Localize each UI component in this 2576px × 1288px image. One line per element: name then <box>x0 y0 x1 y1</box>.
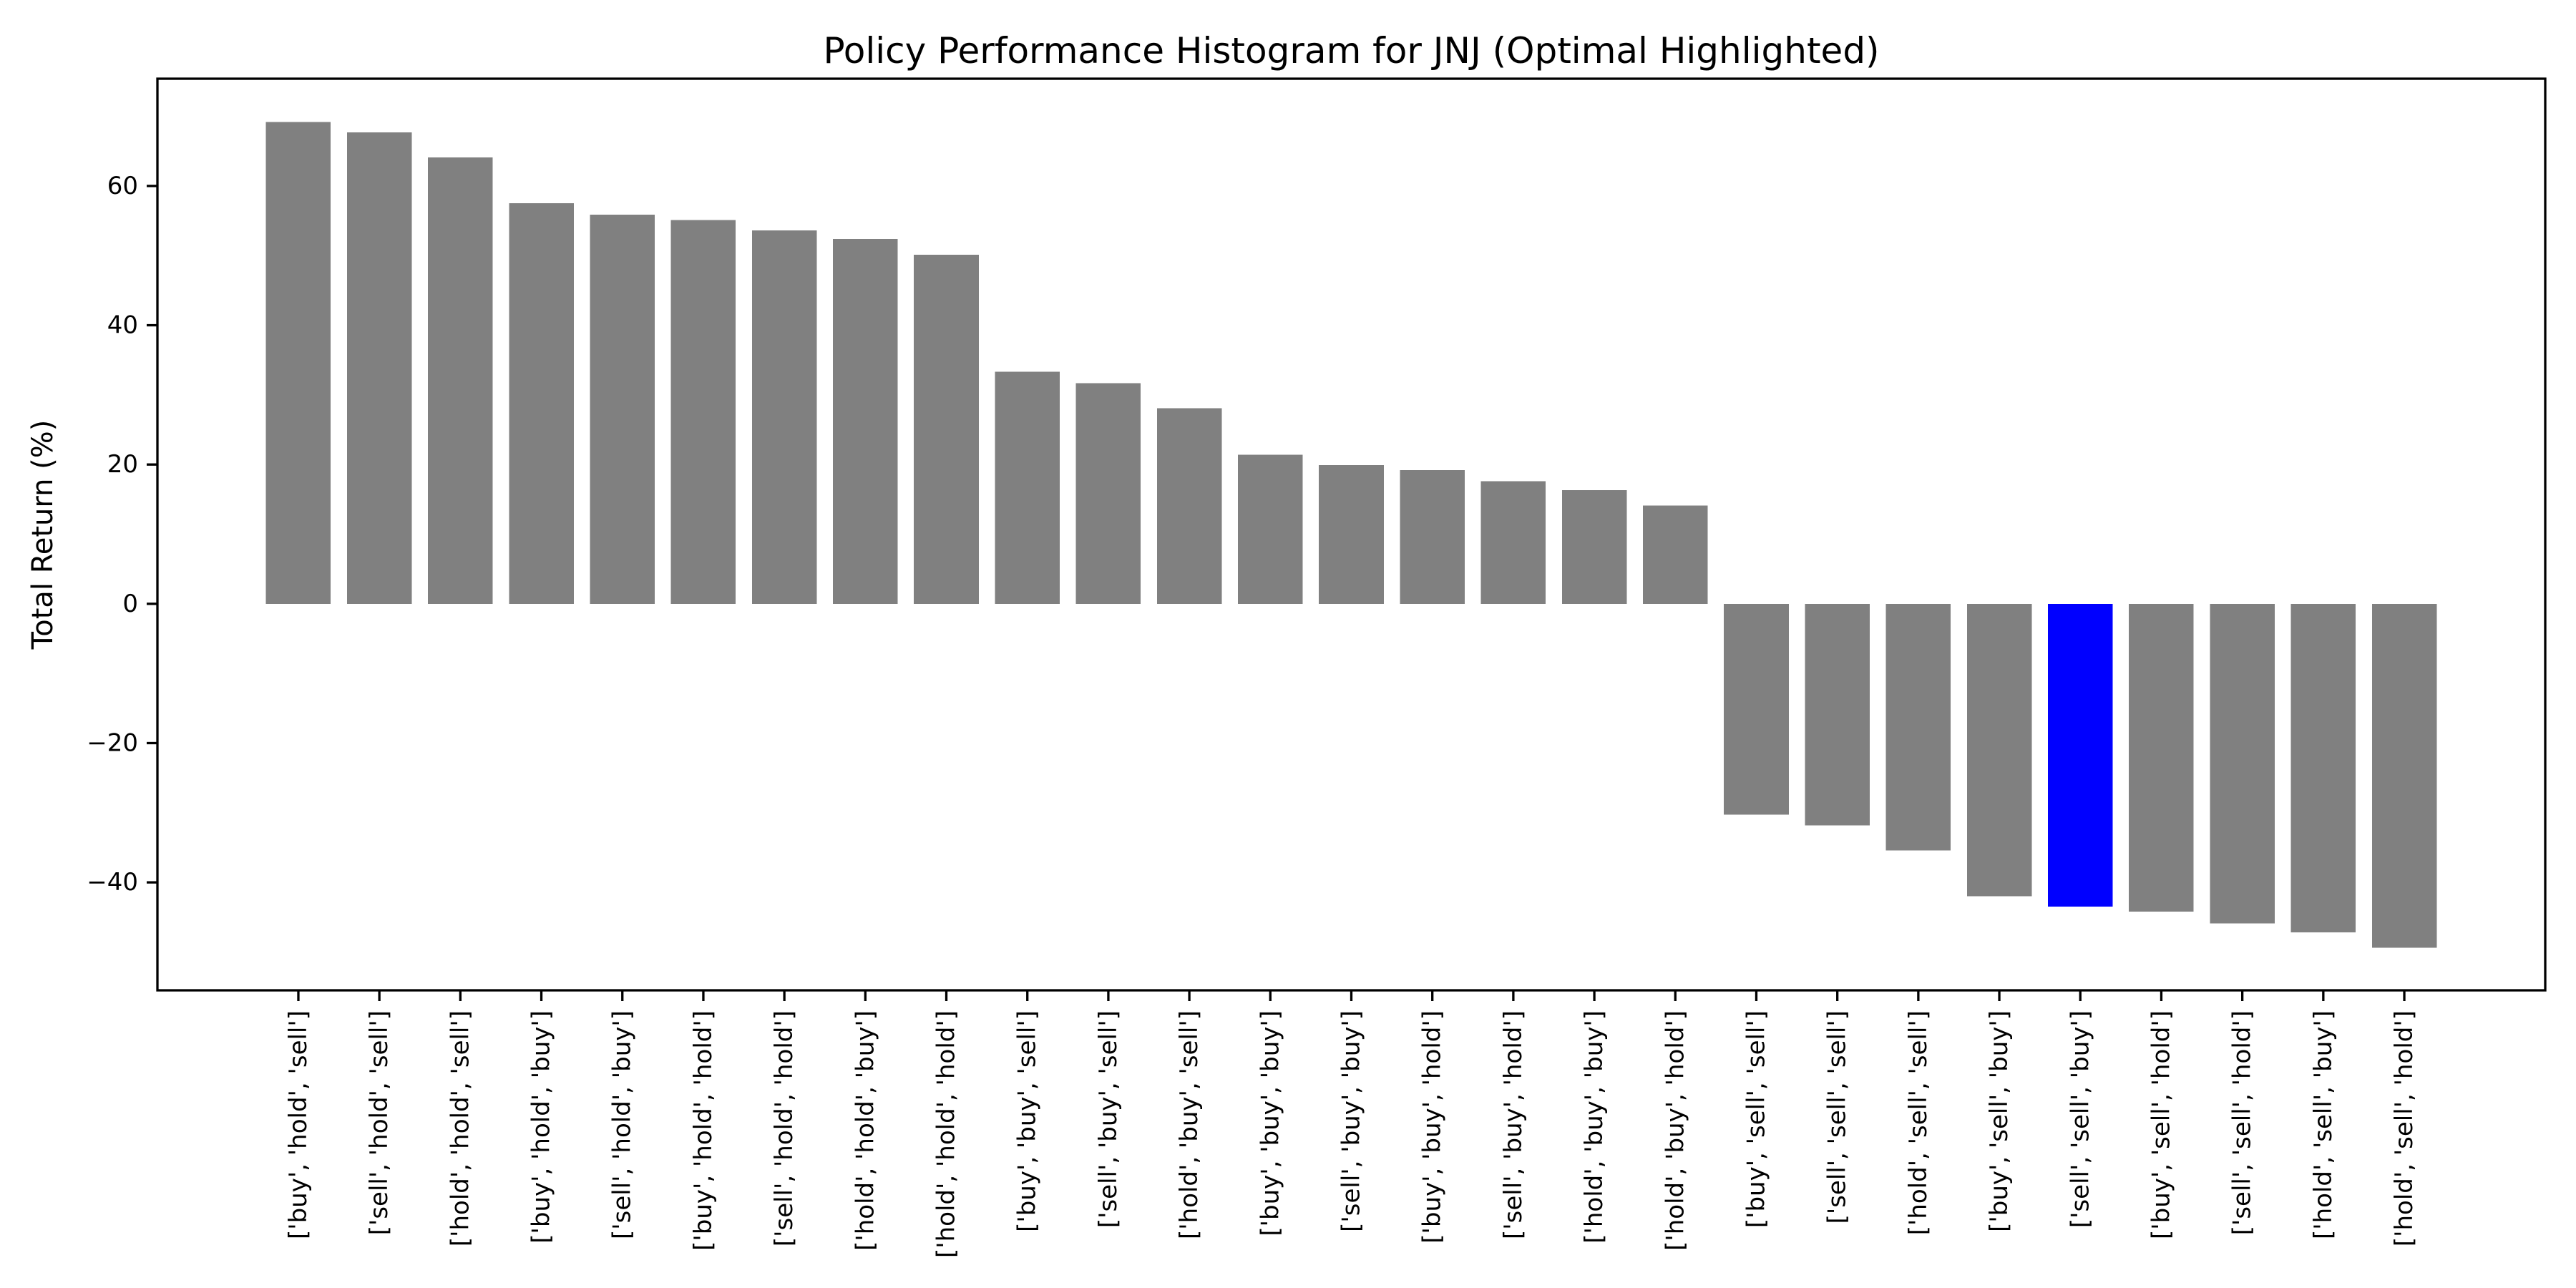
chart-title: Policy Performance Histogram for JNJ (Op… <box>823 30 1879 72</box>
bar <box>1156 408 1222 604</box>
bar <box>428 157 493 604</box>
x-tick-label: ['sell', 'sell', 'sell'] <box>1823 1010 1852 1224</box>
bar <box>2290 603 2356 933</box>
x-tick-label: ['sell', 'hold', 'sell'] <box>365 1010 394 1235</box>
x-tick-label: ['hold', 'sell', 'sell'] <box>1904 1010 1933 1235</box>
x-tick-label: ['hold', 'hold', 'buy'] <box>851 1010 879 1251</box>
bar <box>995 371 1060 604</box>
bar-highlighted-optimal <box>2047 603 2113 907</box>
x-tick-label: ['hold', 'sell', 'hold'] <box>2390 1010 2419 1246</box>
x-tick-label: ['hold', 'hold', 'sell'] <box>446 1010 474 1246</box>
y-axis-label: Total Return (%) <box>26 420 59 650</box>
x-tick-label: ['sell', 'buy', 'hold'] <box>1499 1010 1528 1239</box>
x-tick-label: ['buy', 'buy', 'sell'] <box>1013 1010 1042 1232</box>
x-tick-label: ['sell', 'buy', 'buy'] <box>1337 1010 1366 1232</box>
x-tick-label: ['buy', 'buy', 'buy'] <box>1256 1010 1284 1236</box>
y-tick-label: −20 <box>87 728 138 757</box>
x-tick-label: ['hold', 'buy', 'buy'] <box>1580 1010 1609 1244</box>
x-tick-label: ['buy', 'hold', 'sell'] <box>284 1010 313 1239</box>
bar <box>1885 603 1951 851</box>
x-tick-label: ['sell', 'sell', 'hold'] <box>2228 1010 2257 1235</box>
bar <box>751 230 817 604</box>
bar <box>346 132 412 604</box>
x-tick-label: ['sell', 'hold', 'buy'] <box>608 1010 637 1239</box>
y-tick-label: −40 <box>87 868 138 897</box>
x-tick-label: ['sell', 'buy', 'sell'] <box>1094 1010 1123 1228</box>
x-tick-label: ['sell', 'sell', 'buy'] <box>2066 1010 2094 1228</box>
x-tick-label: ['buy', 'hold', 'hold'] <box>689 1010 718 1251</box>
bar <box>2129 603 2194 912</box>
y-tick-label: 0 <box>122 590 138 618</box>
bar <box>1400 469 1465 604</box>
bar <box>1075 383 1141 604</box>
y-tick-label: 20 <box>107 450 138 479</box>
bar <box>2371 603 2437 948</box>
bar <box>1724 603 1789 815</box>
x-tick-label: ['buy', 'sell', 'sell'] <box>1742 1010 1770 1228</box>
x-tick-label: ['buy', 'buy', 'hold'] <box>1418 1010 1447 1244</box>
x-tick-label: ['sell', 'hold', 'hold'] <box>770 1010 799 1246</box>
bar <box>509 203 574 604</box>
bar <box>670 220 736 604</box>
bar <box>2210 603 2275 924</box>
bar <box>1805 603 1870 826</box>
bar <box>833 238 898 604</box>
bar <box>1561 490 1627 604</box>
y-tick-label: 60 <box>107 172 138 200</box>
x-tick-label: ['hold', 'buy', 'sell'] <box>1175 1010 1204 1239</box>
bar <box>1319 465 1384 604</box>
x-tick-label: ['hold', 'hold', 'hold'] <box>932 1010 961 1258</box>
x-tick-label: ['buy', 'hold', 'buy'] <box>527 1010 556 1244</box>
bar <box>1643 505 1708 604</box>
bar <box>1480 481 1546 604</box>
bar <box>914 255 979 604</box>
bar <box>590 214 655 604</box>
bar <box>1966 603 2032 897</box>
bar <box>265 122 331 604</box>
y-tick-label: 40 <box>107 311 138 340</box>
x-tick-label: ['buy', 'sell', 'buy'] <box>1985 1010 2014 1232</box>
x-tick-label: ['hold', 'buy', 'hold'] <box>1661 1010 1689 1251</box>
bar <box>1238 454 1303 604</box>
x-tick-label: ['buy', 'sell', 'hold'] <box>2147 1010 2175 1239</box>
x-tick-label: ['hold', 'sell', 'buy'] <box>2309 1010 2338 1239</box>
